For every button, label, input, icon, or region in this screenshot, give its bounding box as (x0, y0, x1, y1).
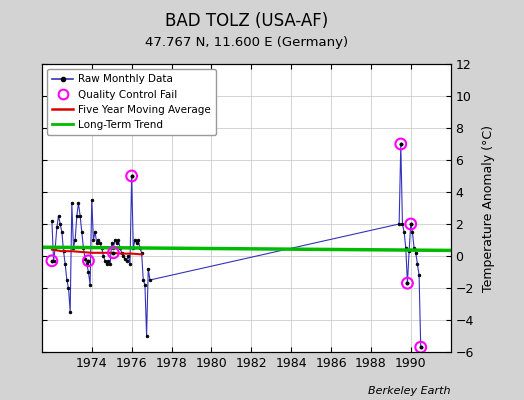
Raw Monthly Data (408, 222, 414, 226)
Raw Monthly Data (398, 142, 404, 146)
Raw Monthly Data (117, 246, 123, 250)
Text: BAD TOLZ (USA-AF): BAD TOLZ (USA-AF) (165, 12, 328, 30)
Point (397, 141, 405, 147)
Point (48, 258, 56, 264)
Point (397, 141, 405, 147)
Y-axis label: Temperature Anomaly (°C): Temperature Anomaly (°C) (482, 124, 495, 292)
Point (417, 344, 425, 350)
Legend: Raw Monthly Data, Quality Control Fail, Five Year Moving Average, Long-Term Tren: Raw Monthly Data, Quality Control Fail, … (47, 69, 216, 135)
Point (84, 258, 93, 264)
Point (403, 280, 412, 286)
Point (84, 258, 93, 264)
Text: Berkeley Earth: Berkeley Earth (368, 386, 451, 396)
Point (127, 173, 136, 179)
Point (403, 280, 412, 286)
Raw Monthly Data (74, 214, 80, 218)
Point (417, 344, 425, 350)
Point (109, 250, 117, 256)
Raw Monthly Data (418, 345, 424, 350)
Raw Monthly Data (49, 218, 55, 223)
Raw Monthly Data (75, 201, 82, 206)
Point (127, 173, 136, 179)
Point (407, 221, 415, 227)
Point (48, 258, 56, 264)
Text: 47.767 N, 11.600 E (Germany): 47.767 N, 11.600 E (Germany) (145, 36, 348, 49)
Point (407, 221, 415, 227)
Point (109, 250, 117, 256)
Line: Raw Monthly Data: Raw Monthly Data (49, 141, 423, 350)
Raw Monthly Data (89, 198, 95, 202)
Raw Monthly Data (115, 238, 122, 242)
